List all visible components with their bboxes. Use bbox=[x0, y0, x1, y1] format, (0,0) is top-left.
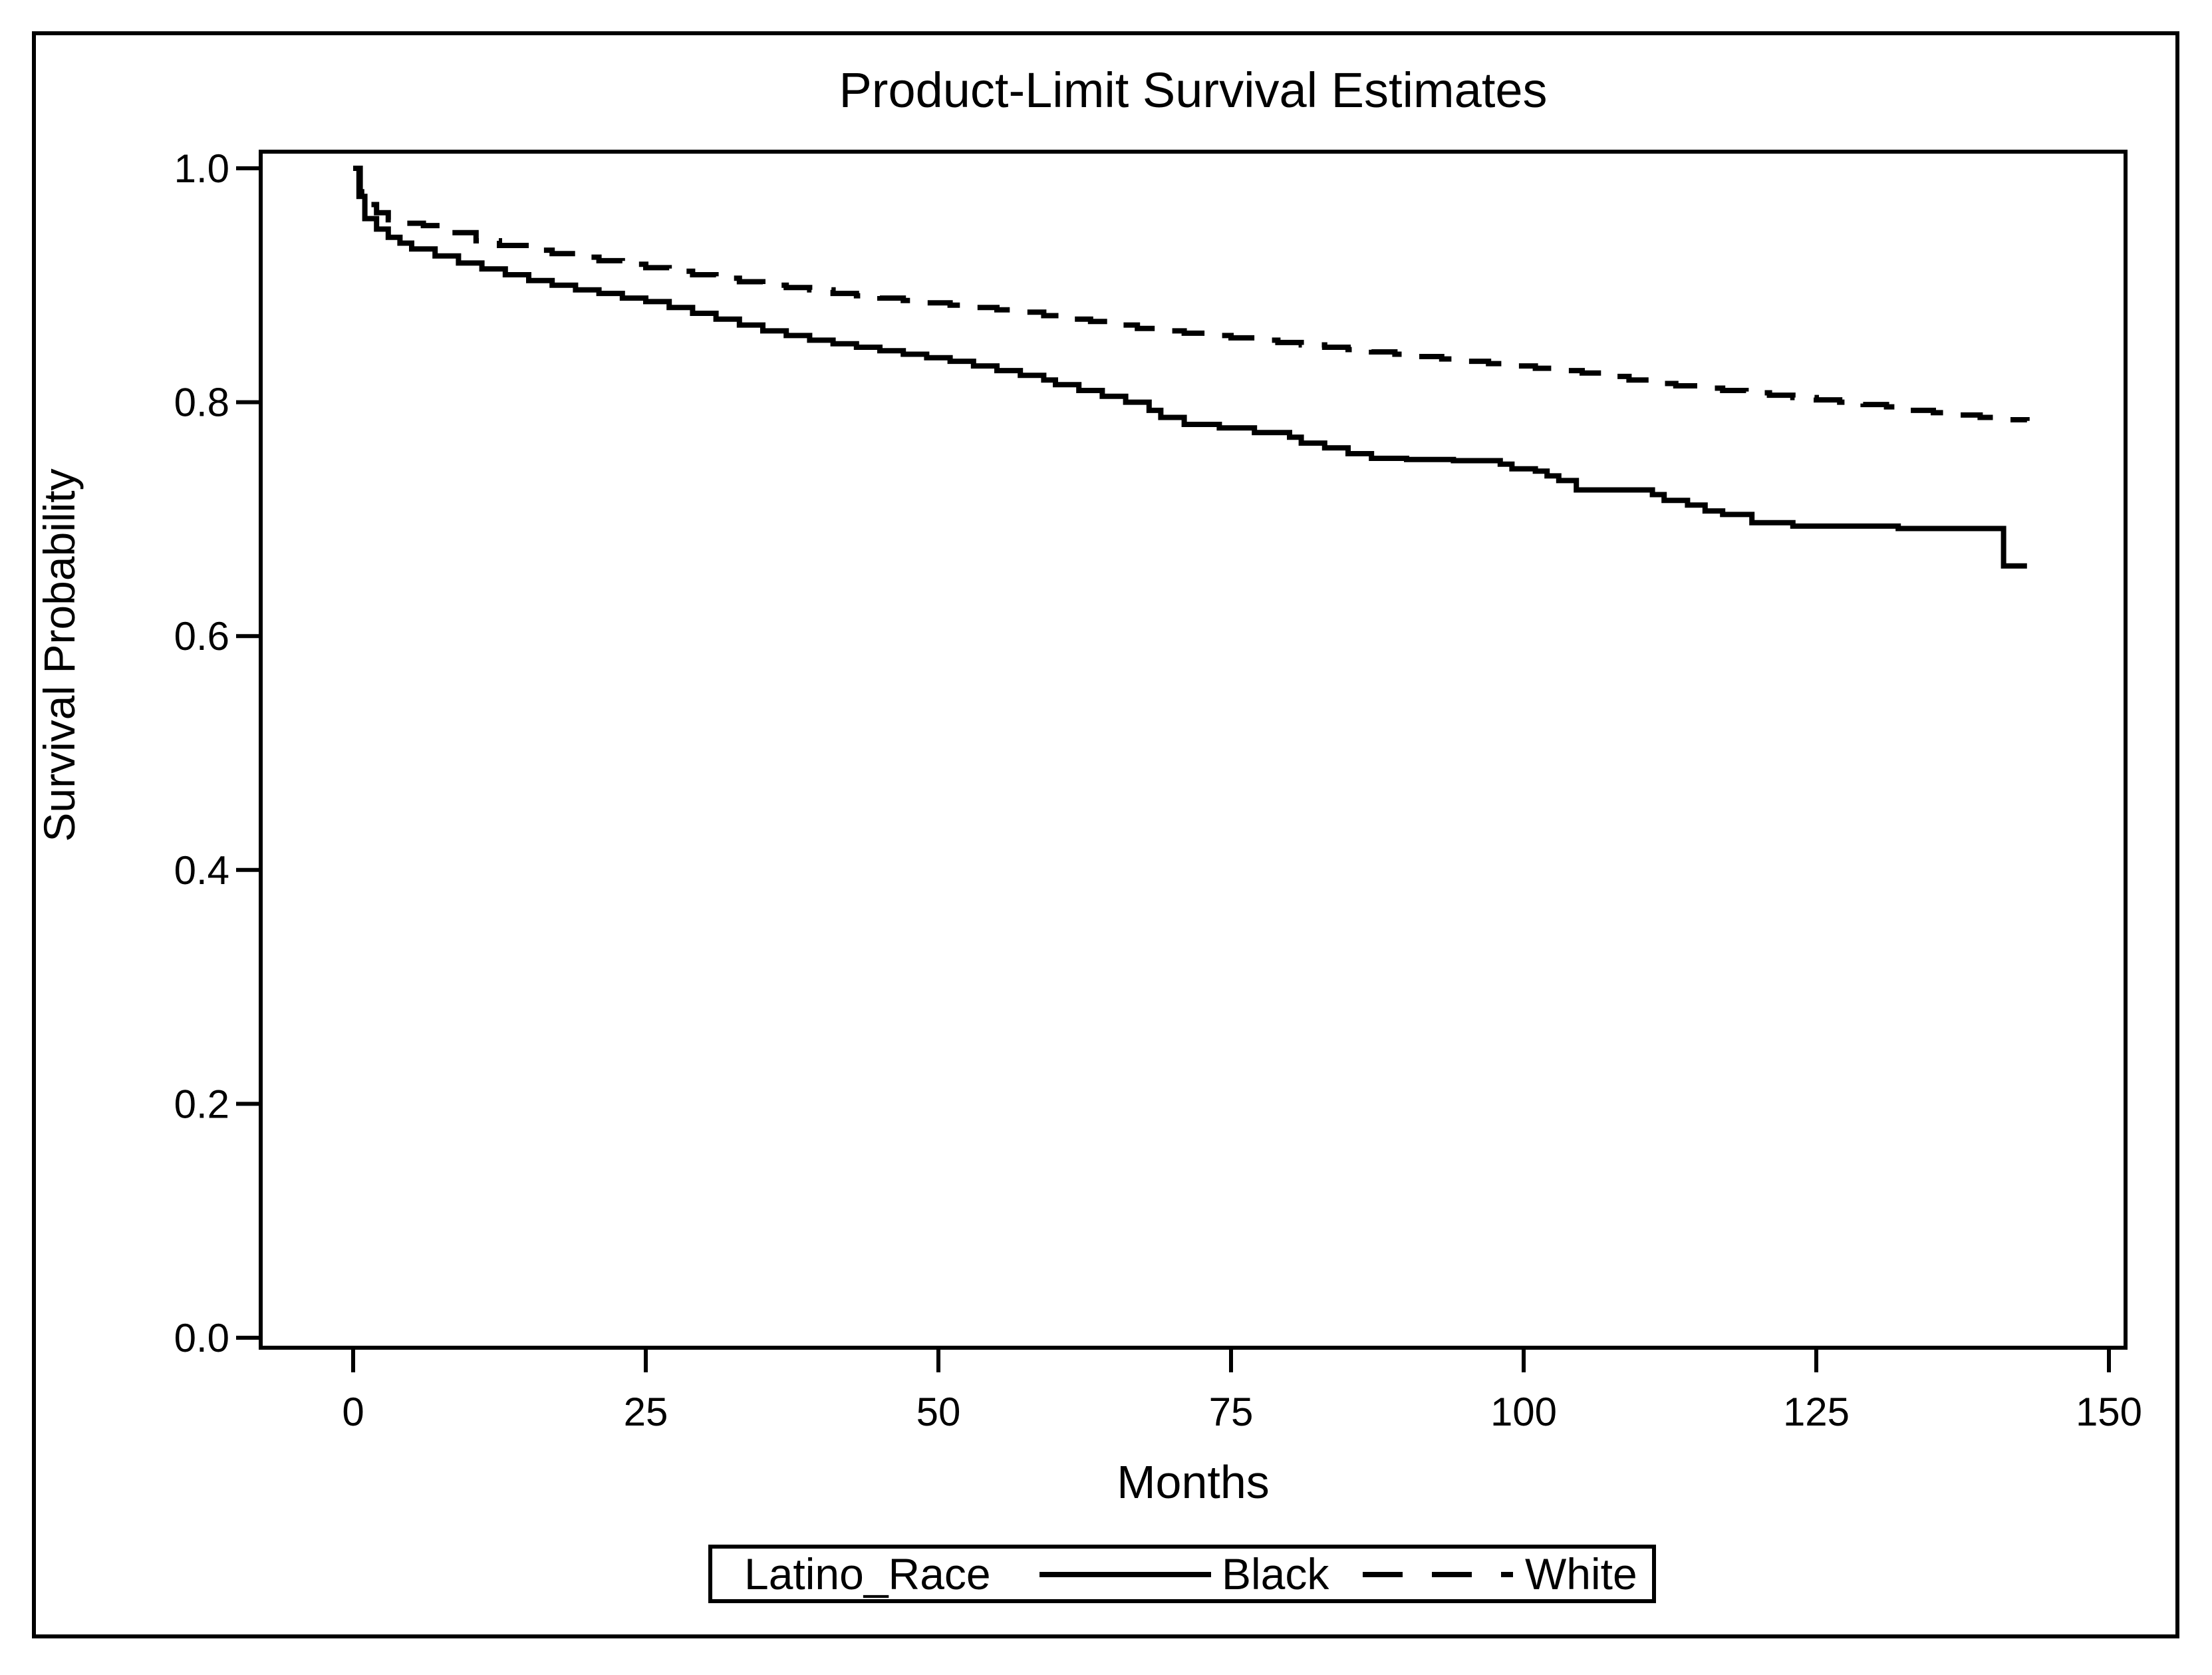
y-tick-label: 0.4 bbox=[174, 848, 229, 893]
y-axis-title: Survival Probability bbox=[35, 468, 84, 842]
axis-ticks bbox=[236, 166, 2111, 1372]
figure-border bbox=[32, 31, 2179, 1638]
x-axis-title: Months bbox=[1117, 1456, 1270, 1508]
legend-title: Latino_Race bbox=[744, 1549, 991, 1599]
y-tick-label: 0.2 bbox=[174, 1082, 229, 1126]
x-tick-label: 100 bbox=[1490, 1390, 1557, 1434]
x-tick-label: 50 bbox=[916, 1390, 961, 1434]
y-tick-label: 1.0 bbox=[174, 146, 229, 191]
y-tick-label: 0.8 bbox=[174, 381, 229, 425]
white-survival-curve bbox=[353, 166, 2030, 422]
legend-dashed-line-swatch bbox=[1363, 1572, 1513, 1577]
legend-solid-line-swatch bbox=[1039, 1572, 1211, 1577]
x-tick-label: 25 bbox=[624, 1390, 668, 1434]
x-tick-label: 75 bbox=[1209, 1390, 1254, 1434]
y-tick-label: 0.6 bbox=[174, 614, 229, 659]
chart-title: Product-Limit Survival Estimates bbox=[839, 63, 1548, 118]
legend-label-white: White bbox=[1525, 1549, 1637, 1599]
tick-labels: 0 25 50 75 100 125 150 0.0 0.2 0.4 0.6 0.8 1.0 bbox=[174, 146, 2142, 1434]
x-tick-label: 150 bbox=[2076, 1390, 2142, 1434]
legend: Latino_Race Black White bbox=[708, 1545, 1656, 1603]
legend-label-black: Black bbox=[1222, 1549, 1329, 1599]
x-tick-label: 125 bbox=[1783, 1390, 1850, 1434]
x-tick-label: 0 bbox=[342, 1390, 364, 1434]
y-tick-label: 0.0 bbox=[174, 1316, 229, 1360]
survival-curves bbox=[353, 166, 2030, 569]
black-survival-curve bbox=[353, 166, 2027, 569]
plot-frame bbox=[259, 150, 2128, 1350]
